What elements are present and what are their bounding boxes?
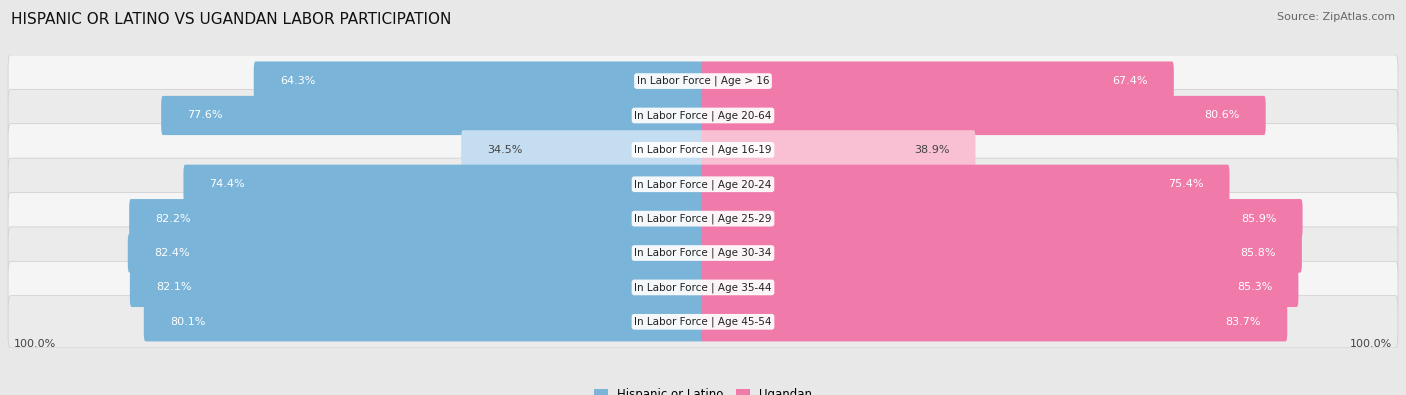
FancyBboxPatch shape — [461, 130, 704, 169]
FancyBboxPatch shape — [702, 233, 1302, 273]
FancyBboxPatch shape — [162, 96, 704, 135]
FancyBboxPatch shape — [702, 268, 1298, 307]
Legend: Hispanic or Latino, Ugandan: Hispanic or Latino, Ugandan — [589, 384, 817, 395]
Text: In Labor Force | Age 16-19: In Labor Force | Age 16-19 — [634, 145, 772, 155]
FancyBboxPatch shape — [8, 227, 1398, 279]
FancyBboxPatch shape — [8, 124, 1398, 176]
Text: In Labor Force | Age 20-64: In Labor Force | Age 20-64 — [634, 110, 772, 121]
Text: 74.4%: 74.4% — [209, 179, 245, 189]
Text: In Labor Force | Age 20-24: In Labor Force | Age 20-24 — [634, 179, 772, 190]
FancyBboxPatch shape — [8, 55, 1398, 107]
FancyBboxPatch shape — [143, 302, 704, 341]
FancyBboxPatch shape — [702, 62, 1174, 101]
Text: Source: ZipAtlas.com: Source: ZipAtlas.com — [1277, 12, 1395, 22]
Text: 67.4%: 67.4% — [1112, 76, 1147, 86]
Text: In Labor Force | Age 25-29: In Labor Force | Age 25-29 — [634, 213, 772, 224]
FancyBboxPatch shape — [702, 130, 976, 169]
Text: 34.5%: 34.5% — [488, 145, 523, 155]
Text: In Labor Force | Age 45-54: In Labor Force | Age 45-54 — [634, 316, 772, 327]
Text: In Labor Force | Age 35-44: In Labor Force | Age 35-44 — [634, 282, 772, 293]
FancyBboxPatch shape — [8, 261, 1398, 314]
FancyBboxPatch shape — [702, 165, 1229, 204]
Text: 75.4%: 75.4% — [1168, 179, 1204, 189]
FancyBboxPatch shape — [702, 96, 1265, 135]
FancyBboxPatch shape — [128, 233, 704, 273]
Text: 85.9%: 85.9% — [1241, 214, 1277, 224]
FancyBboxPatch shape — [702, 199, 1302, 238]
Text: 100.0%: 100.0% — [14, 339, 56, 349]
FancyBboxPatch shape — [8, 296, 1398, 348]
Text: 82.4%: 82.4% — [153, 248, 190, 258]
Text: In Labor Force | Age > 16: In Labor Force | Age > 16 — [637, 76, 769, 87]
Text: 85.3%: 85.3% — [1237, 282, 1272, 292]
FancyBboxPatch shape — [129, 268, 704, 307]
Text: In Labor Force | Age 30-34: In Labor Force | Age 30-34 — [634, 248, 772, 258]
FancyBboxPatch shape — [8, 192, 1398, 245]
FancyBboxPatch shape — [8, 158, 1398, 211]
Text: 100.0%: 100.0% — [1350, 339, 1392, 349]
Text: 82.1%: 82.1% — [156, 282, 191, 292]
FancyBboxPatch shape — [129, 199, 704, 238]
Text: 77.6%: 77.6% — [187, 111, 222, 120]
Text: 82.2%: 82.2% — [155, 214, 191, 224]
Text: 85.8%: 85.8% — [1240, 248, 1275, 258]
Text: 38.9%: 38.9% — [914, 145, 949, 155]
FancyBboxPatch shape — [253, 62, 704, 101]
FancyBboxPatch shape — [8, 89, 1398, 142]
Text: 80.1%: 80.1% — [170, 317, 205, 327]
FancyBboxPatch shape — [183, 165, 704, 204]
Text: HISPANIC OR LATINO VS UGANDAN LABOR PARTICIPATION: HISPANIC OR LATINO VS UGANDAN LABOR PART… — [11, 12, 451, 27]
Text: 83.7%: 83.7% — [1226, 317, 1261, 327]
FancyBboxPatch shape — [702, 302, 1288, 341]
Text: 80.6%: 80.6% — [1204, 111, 1240, 120]
Text: 64.3%: 64.3% — [280, 76, 315, 86]
